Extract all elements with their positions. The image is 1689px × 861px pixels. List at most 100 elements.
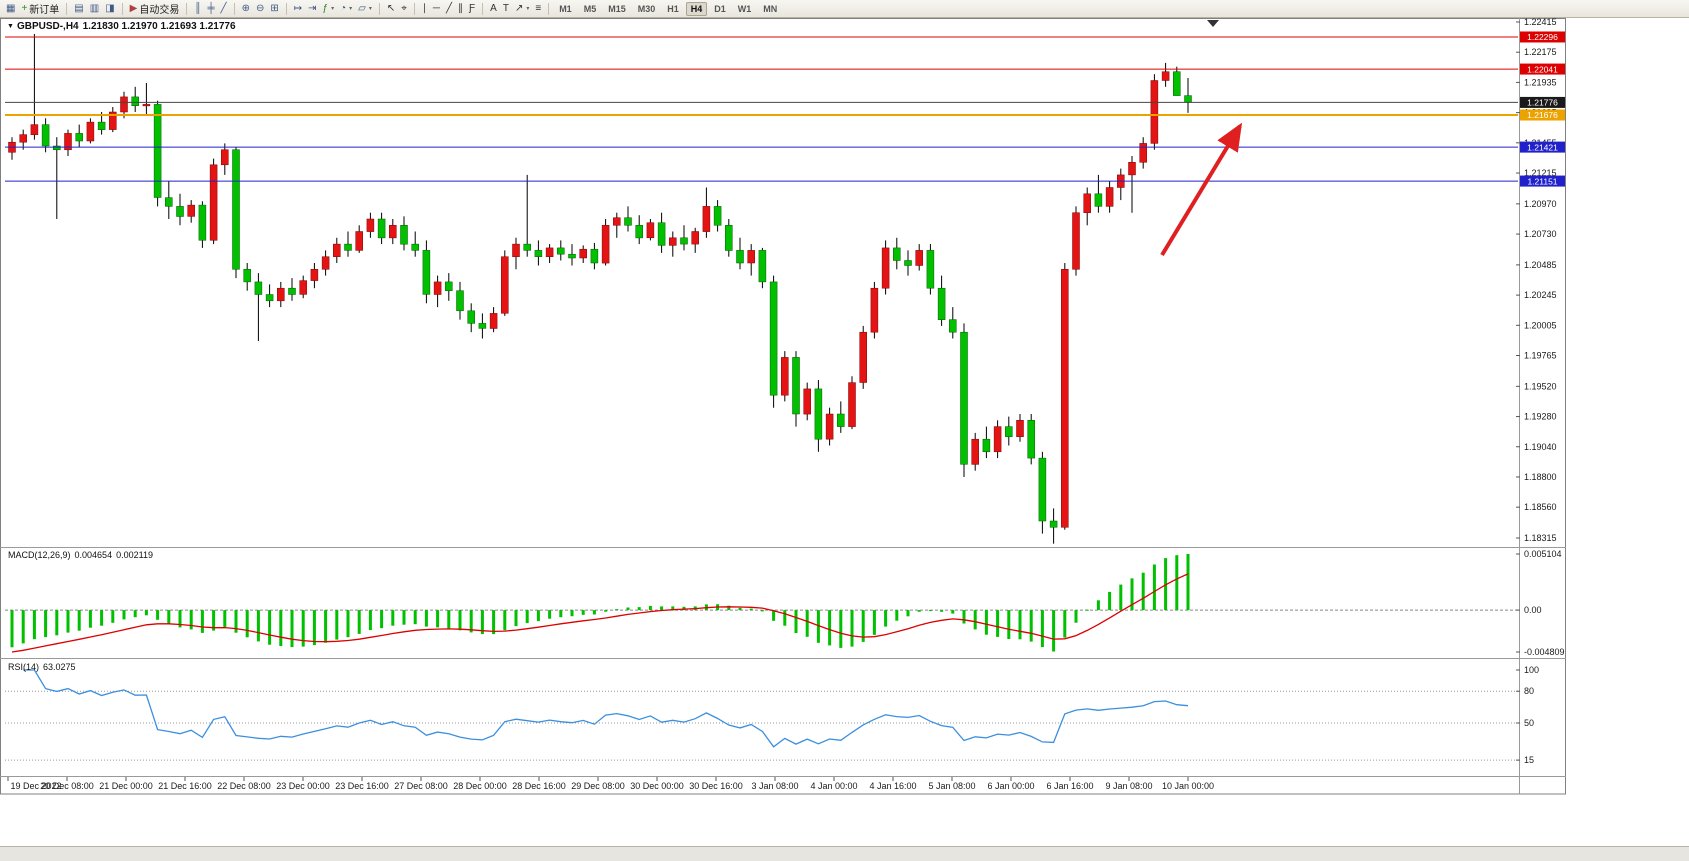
horizontal-line-icon[interactable]: ─ (430, 0, 443, 17)
navigator-icon[interactable]: ◨ (102, 0, 117, 17)
periods-icon[interactable]: ◔ ▾ (337, 0, 355, 17)
chart-frame (0, 18, 1566, 795)
bull-candle (1105, 187, 1114, 207)
price-tag-label: 1.21676 (1527, 110, 1558, 120)
bear-candle (97, 121, 106, 130)
macd-bar (100, 610, 104, 626)
templates-icon[interactable]: ▱ ▾ (355, 0, 375, 17)
macd-bar (1108, 591, 1112, 611)
bear-candle (1184, 95, 1192, 103)
auto-scroll-icon[interactable]: ↦ (291, 0, 305, 17)
timeframe-mn-button[interactable]: MN (763, 3, 778, 14)
bear-candle (814, 388, 823, 440)
macd-bar (212, 610, 216, 631)
bull-candle (1139, 143, 1147, 163)
objects-list-icon[interactable]: ≡ (532, 0, 544, 17)
macd-bar (1063, 610, 1067, 638)
trend-arrow[interactable] (1160, 122, 1243, 257)
bear-candle (657, 222, 666, 246)
tile-windows-icon[interactable]: ⊞ (267, 0, 281, 17)
time-axis-label: 23 Dec 00:00 (276, 781, 330, 791)
bear-candle (523, 243, 531, 251)
chart-collapse-icon[interactable]: ▼ (7, 23, 14, 30)
market-watch-icon[interactable]: ▥ (87, 0, 102, 17)
macd-bar (1175, 555, 1179, 611)
macd-bar (223, 610, 227, 628)
zoom-out-icon[interactable]: ⊖ (253, 0, 267, 17)
new-order-button[interactable]: + 新订单 (18, 0, 62, 17)
bear-candle (534, 250, 543, 257)
toolbar-separator (548, 2, 550, 15)
candles-layer (8, 34, 1192, 544)
bull-candle (355, 231, 363, 251)
autotrading-button[interactable]: ▶ 自动交易 (127, 0, 183, 17)
toolbar-separator (186, 2, 188, 15)
macd-bar (984, 610, 988, 635)
equidistant-channel-icon[interactable]: ∥ (455, 0, 466, 17)
bar-chart-icon[interactable]: ║ (191, 0, 204, 17)
price-axis-label: 1.19520 (1524, 381, 1557, 391)
bull-candle (747, 250, 755, 264)
tile-windows-icon-glyph: ⊞ (270, 3, 279, 14)
trendline-icon[interactable]: ╱ (443, 0, 455, 17)
text-icon[interactable]: A (487, 0, 500, 17)
price-axis-label: 1.18315 (1524, 533, 1557, 543)
bull-candle (545, 247, 554, 257)
bear-candle (445, 281, 453, 291)
zoom-in-icon[interactable]: ⊕ (239, 0, 253, 17)
bull-candle (30, 124, 39, 135)
text-label-icon[interactable]: T (500, 0, 512, 17)
bull-candle (803, 388, 811, 415)
bull-candle (109, 111, 117, 130)
macd-bar (111, 610, 115, 623)
macd-bar (167, 610, 171, 624)
macd-bar (671, 606, 675, 611)
macd-bar (480, 610, 484, 635)
timeframe-h1-button[interactable]: H1 (667, 3, 679, 14)
crosshair-icon[interactable]: ⌖ (398, 0, 410, 17)
macd-bar (760, 610, 764, 612)
timeframe-m15-button[interactable]: M15 (608, 3, 626, 14)
macd-bar (32, 610, 36, 640)
zoom-out-icon-glyph: ⊖ (255, 3, 265, 14)
macd-bar (928, 610, 932, 612)
time-axis-label: 20 Dec 08:00 (40, 781, 94, 791)
charts-profile-icon[interactable]: ▤ (71, 0, 86, 17)
timeframe-h4-button[interactable]: H4 (685, 1, 708, 16)
chart-shift-icon[interactable]: ⇥ (305, 0, 319, 17)
bear-candle (153, 104, 162, 198)
bear-candle (478, 323, 487, 329)
macd-bar (21, 610, 25, 644)
macd-bar (279, 610, 283, 646)
macd-bar (346, 610, 350, 638)
rsi-name: RSI(14) (8, 662, 40, 672)
timeframe-m30-button[interactable]: M30 (637, 3, 656, 14)
macd-bar (1029, 610, 1033, 642)
time-axis-label: 3 Jan 08:00 (751, 781, 798, 791)
price-axis-label: 1.22415 (1524, 17, 1557, 27)
bull-candle (601, 225, 610, 264)
timeframe-m5-button[interactable]: M5 (583, 3, 597, 14)
vertical-line-icon[interactable]: ∣ (419, 0, 430, 17)
price-axis-label: 1.18800 (1524, 472, 1557, 482)
fibonacci-icon[interactable]: Ƒ (466, 0, 478, 17)
line-chart-icon[interactable]: ╱ (218, 0, 230, 17)
indicators-add-icon[interactable]: ƒ ▾ (320, 0, 338, 17)
timeframe-d1-button[interactable]: D1 (714, 3, 726, 14)
timeframe-w1-button[interactable]: W1 (737, 3, 752, 14)
bear-candle (792, 357, 800, 415)
candlestick-chart-icon[interactable]: ╪ (204, 0, 217, 17)
macd-bar (906, 610, 910, 617)
chart-shift-marker[interactable] (1207, 20, 1219, 27)
timeframe-m1-button[interactable]: M1 (559, 3, 572, 14)
bear-candle (75, 133, 83, 142)
new-chart-icon[interactable]: ▦ (3, 0, 18, 17)
macd-bar (1040, 610, 1044, 648)
bull-candle (389, 225, 397, 239)
rsi-line (23, 669, 1189, 748)
cursor-icon[interactable]: ↖ (384, 0, 398, 17)
macd-bar (839, 610, 843, 648)
bull-candle (1061, 269, 1069, 528)
equidistant-channel-icon-glyph: ∥ (458, 3, 464, 14)
arrows-icon[interactable]: ↗ ▾ (512, 0, 532, 17)
